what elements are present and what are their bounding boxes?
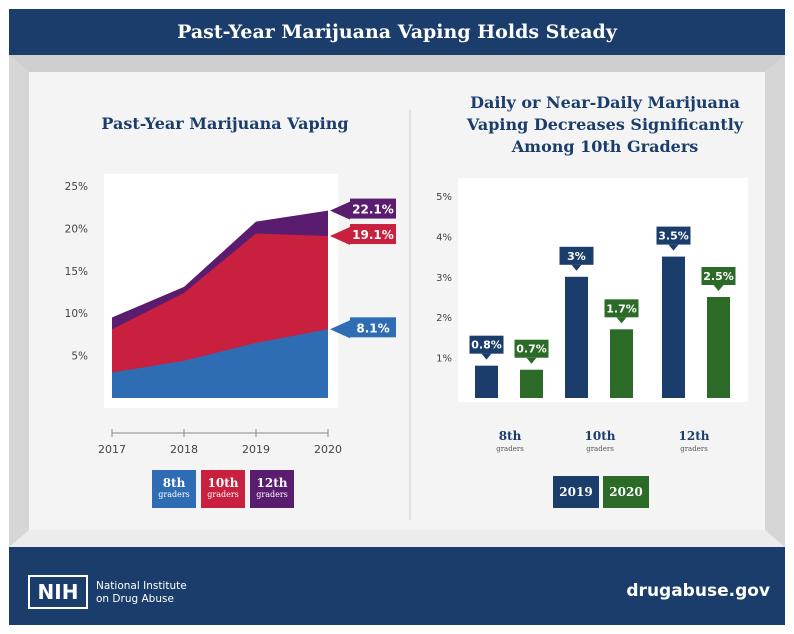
end-label: 8.1%	[356, 321, 389, 335]
legend-12th-label: 12th	[256, 476, 288, 490]
bar-2019-10th	[565, 276, 588, 398]
bar-label-pointer	[526, 357, 537, 364]
y-tick-label: 1%	[436, 354, 452, 365]
y-tick-label: 4%	[436, 232, 452, 243]
bar-label: 3%	[567, 250, 586, 263]
bar-label-box	[656, 226, 691, 245]
legend-8th-sub: graders	[158, 490, 190, 499]
bar-label-box	[604, 299, 639, 318]
x-tick-label: 2017	[98, 443, 126, 456]
nih-logo: NIH	[28, 575, 88, 609]
footer	[9, 547, 785, 625]
legend-10th-label: 10th	[207, 476, 239, 490]
end-label: 19.1%	[352, 228, 394, 242]
end-label-box	[350, 317, 396, 338]
category-8th: 8th graders	[480, 430, 540, 456]
bar-chart-title-line: Vaping Decreases Significantly	[466, 115, 744, 134]
bar-chart-title: Daily or Near-Daily Marijuana Vaping Dec…	[450, 92, 760, 158]
y-tick-label: 5%	[436, 192, 452, 203]
category-8th-sub: graders	[496, 445, 524, 453]
bar-label: 0.7%	[516, 343, 547, 356]
nih-name-line2: on Drug Abuse	[96, 593, 174, 605]
bar-label-pointer	[616, 317, 627, 324]
area-chart-title: Past-Year Marijuana Vaping	[101, 114, 349, 133]
bar-label: 0.8%	[471, 339, 502, 352]
category-10th-sub: graders	[586, 445, 614, 453]
plot-background	[458, 178, 748, 402]
nih-name-line1: National Institute	[96, 580, 187, 592]
bar-label-box	[514, 339, 549, 358]
legend-8th-label: 8th	[162, 476, 186, 490]
bar-2019-12th	[662, 256, 685, 398]
bar-chart-title-line: Among 10th Graders	[511, 137, 699, 156]
bar-label: 1.7%	[606, 302, 637, 315]
bar-label: 2.5%	[703, 270, 734, 283]
category-12th-sub: graders	[680, 445, 708, 453]
x-tick-label: 2020	[314, 443, 342, 456]
left-wall	[9, 55, 29, 547]
legend-10th-sub: graders	[207, 490, 239, 499]
site-link[interactable]: drugabuse.gov	[626, 581, 770, 601]
bar-2020-8th	[520, 369, 543, 398]
category-10th: 10th graders	[570, 430, 630, 456]
legend-12th: 12th graders	[250, 470, 294, 508]
top-wall	[9, 55, 785, 72]
legend-2020: 2020	[603, 476, 649, 508]
nih-name: National Institute on Drug Abuse	[96, 580, 187, 606]
category-12th: 12th graders	[664, 430, 724, 456]
y-tick-label: 2%	[436, 313, 452, 324]
y-tick-label: 10%	[65, 308, 88, 320]
x-tick-label: 2018	[170, 443, 198, 456]
y-tick-label: 3%	[436, 273, 452, 284]
bar-2020-12th	[707, 297, 730, 398]
bar-label: 3.5%	[658, 230, 689, 243]
category-8th-label: 8th	[498, 429, 522, 443]
y-tick-label: 25%	[65, 181, 88, 193]
bar-2020-10th	[610, 329, 633, 398]
legend-10th: 10th graders	[201, 470, 245, 508]
end-label-box	[350, 198, 396, 219]
bar-label-pointer	[481, 353, 492, 360]
category-12th-label: 12th	[678, 429, 710, 443]
end-label-pointer	[330, 227, 350, 246]
bar-label-box	[559, 246, 594, 265]
end-label-pointer	[330, 320, 350, 339]
bar-chart-title-line: Daily or Near-Daily Marijuana	[470, 93, 740, 112]
bar-label-box	[701, 267, 736, 285]
bar-label-pointer	[713, 285, 724, 291]
bar-label-box	[469, 335, 504, 354]
bar-label-pointer	[571, 264, 582, 271]
legend-2019: 2019	[553, 476, 599, 508]
legend-8th: 8th graders	[152, 470, 196, 508]
page-title: Past-Year Marijuana Vaping Holds Steady	[9, 9, 785, 55]
y-tick-label: 15%	[65, 266, 88, 278]
x-tick-label: 2019	[242, 443, 270, 456]
y-tick-label: 5%	[71, 351, 88, 363]
y-tick-label: 20%	[65, 223, 88, 235]
category-10th-label: 10th	[584, 429, 616, 443]
bar-2019-8th	[475, 365, 498, 398]
bar-label-pointer	[668, 244, 679, 251]
area-8th	[112, 329, 328, 398]
end-label-pointer	[330, 201, 350, 220]
legend-12th-sub: graders	[256, 490, 288, 499]
right-wall	[765, 55, 785, 547]
end-label-box	[350, 224, 396, 245]
end-label: 22.1%	[352, 203, 394, 217]
